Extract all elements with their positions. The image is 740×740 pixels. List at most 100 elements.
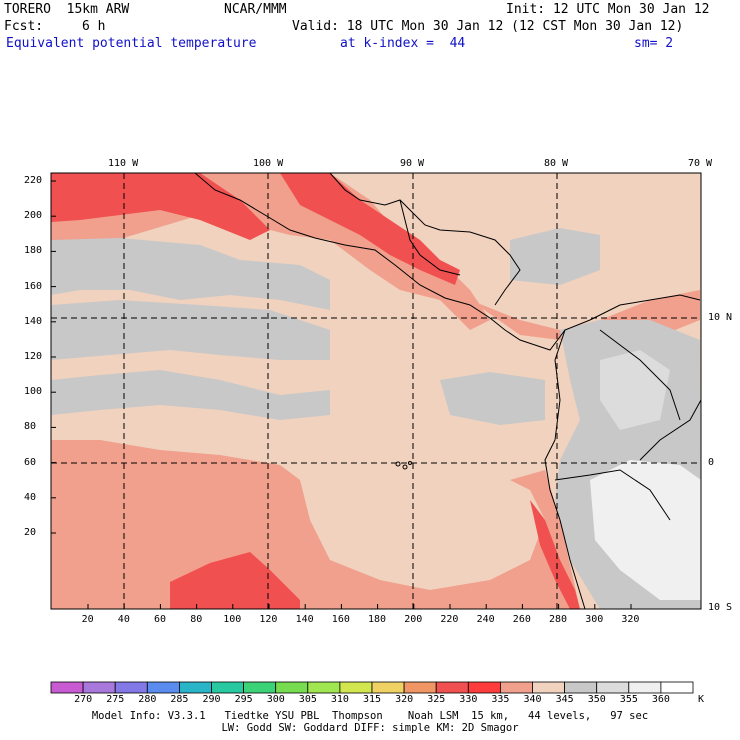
- map-frame: [50, 172, 702, 610]
- low-theta-band-3: [51, 370, 330, 420]
- x-tick-marks: [87, 604, 632, 609]
- galapagos-1: [395, 461, 401, 467]
- colombia-border: [599, 329, 681, 421]
- x-tick-label: 60: [154, 614, 167, 625]
- colorbar-swatch: [596, 681, 630, 694]
- colorbar-level-label: 290: [202, 694, 221, 705]
- x-tick-label: 100: [223, 614, 242, 625]
- central-america-border: [399, 199, 461, 276]
- colorbar-swatch: [307, 681, 341, 694]
- low-theta-band-2: [51, 300, 330, 360]
- lowest-theta-andes: [590, 460, 701, 600]
- colorbar: [50, 681, 694, 694]
- lat-label-10s: 10 S: [708, 602, 733, 613]
- y-tick-label: 80: [24, 421, 37, 433]
- level-label: at k-index = 44: [340, 36, 466, 51]
- lat-label-0: 0: [708, 457, 715, 468]
- lon-label-70w: 70 W: [688, 158, 713, 169]
- colorbar-level-label: 340: [523, 694, 542, 705]
- high-theta-nw: [51, 173, 490, 330]
- colorbar-level-label: 305: [298, 694, 317, 705]
- colorbar-unit: K: [698, 694, 705, 705]
- colorbar-swatch: [628, 681, 662, 694]
- lon-label-100w: 100 W: [253, 158, 284, 169]
- colorbar-level-label: 320: [395, 694, 414, 705]
- colorbar-level-label: 345: [555, 694, 574, 705]
- mexico-coast: [194, 172, 591, 351]
- colorbar-swatch: [82, 681, 116, 694]
- y-tick-label: 100: [24, 386, 43, 398]
- lon-label-110w: 110 W: [108, 158, 139, 169]
- lon-label-80w: 80 W: [544, 158, 569, 169]
- peru-brazil-border: [639, 399, 702, 461]
- colorbar-level-label: 360: [651, 694, 670, 705]
- colorbar-swatch: [178, 681, 212, 694]
- low-theta-andes-inner: [600, 350, 670, 430]
- model-info-line-2: LW: Godd SW: Goddard DIFF: simple KM: 2D…: [221, 722, 519, 734]
- x-tick-label: 220: [440, 614, 459, 625]
- init-time: Init: 12 UTC Mon 30 Jan 12: [506, 2, 710, 17]
- colorbar-swatch: [660, 681, 694, 694]
- colorbar-level-label: 325: [427, 694, 446, 705]
- colorbar-level-label: 310: [330, 694, 349, 705]
- coastlines: [194, 172, 702, 610]
- x-tick-label: 200: [404, 614, 423, 625]
- colorbar-swatch: [532, 681, 565, 694]
- colorbar-level-label: 350: [587, 694, 606, 705]
- low-theta-band-1: [51, 238, 330, 310]
- x-tick-label: 80: [190, 614, 203, 625]
- x-tick-label: 180: [368, 614, 387, 625]
- y-tick-label: 180: [24, 245, 43, 257]
- colorbar-swatch: [564, 681, 598, 694]
- x-tick-label: 20: [81, 614, 94, 625]
- lat-label-10n: 10 N: [708, 312, 733, 323]
- y-tick-label: 200: [24, 210, 43, 222]
- colorbar-swatch: [467, 681, 501, 694]
- x-tick-label: 140: [295, 614, 314, 625]
- colorbar-swatch: [275, 681, 309, 694]
- ecuador-peru-border: [554, 469, 671, 521]
- y-tick-marks: [51, 180, 56, 534]
- y-tick-label: 40: [24, 491, 37, 503]
- y-tick-label: 140: [24, 315, 43, 327]
- colorbar-swatch: [211, 681, 244, 694]
- colorbar-swatch: [499, 681, 533, 694]
- colorbar-swatch: [243, 681, 277, 694]
- colorbar-level-label: 275: [106, 694, 125, 705]
- y-tick-label: 20: [24, 527, 37, 538]
- center-name: NCAR/MMM: [224, 2, 287, 17]
- x-tick-label: 320: [621, 614, 640, 625]
- colorbar-swatch: [339, 681, 373, 694]
- colorbar-swatch: [403, 681, 437, 694]
- lon-label-90w: 90 W: [400, 158, 425, 169]
- x-tick-label: 160: [331, 614, 350, 625]
- colorbar-level-label: 280: [138, 694, 157, 705]
- x-tick-label: 40: [117, 614, 130, 625]
- y-tick-label: 220: [24, 175, 43, 186]
- colorbar-swatch: [114, 681, 148, 694]
- x-tick-label: 300: [585, 614, 604, 625]
- very-high-theta-top: [280, 173, 460, 285]
- colorbar-swatch: [371, 681, 405, 694]
- low-theta-band-5: [510, 228, 600, 285]
- colorbar-swatch: [146, 681, 180, 694]
- colorbar-level-label: 300: [266, 694, 285, 705]
- colorbar-level-label: 270: [74, 694, 93, 705]
- colorbar-level-label: 315: [363, 694, 382, 705]
- colorbar-level-label: 285: [170, 694, 189, 705]
- colorbar-level-label: 355: [619, 694, 638, 705]
- colorbar-level-label: 335: [491, 694, 510, 705]
- graticule: [51, 173, 701, 609]
- high-theta-south: [51, 440, 580, 609]
- low-theta-band-4: [440, 372, 545, 425]
- x-tick-label: 240: [476, 614, 495, 625]
- x-tick-label: 120: [259, 614, 278, 625]
- model-info-line: Model Info: V3.3.1 Tiedtke YSU PBL Thomp…: [91, 710, 649, 722]
- y-tick-label: 60: [24, 456, 37, 468]
- galapagos-2: [402, 464, 408, 470]
- colorbar-swatch: [50, 681, 84, 694]
- colorbar-level-label: 295: [234, 694, 253, 705]
- valid-time: Valid: 18 UTC Mon 30 Jan 12 (12 CST Mon …: [292, 19, 684, 34]
- smoothing-label: sm= 2: [634, 36, 674, 51]
